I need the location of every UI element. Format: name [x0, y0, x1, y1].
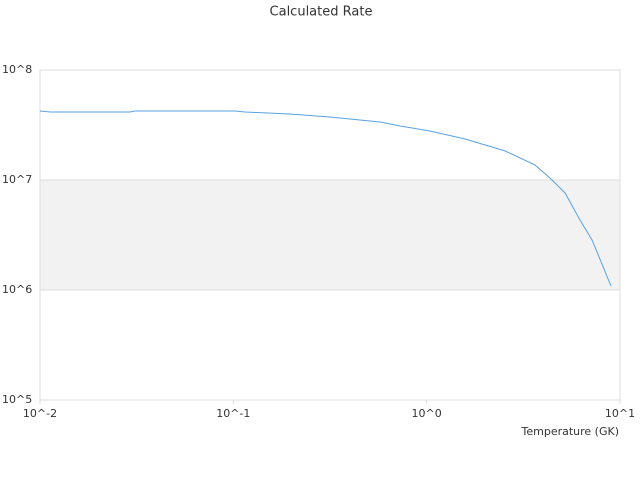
data-line	[39, 110, 612, 287]
y-tick-label: 10^5	[2, 393, 32, 406]
x-tick-label: 10^1	[605, 407, 635, 420]
y-tick-label: 10^8	[2, 63, 32, 76]
x-axis-label: Temperature (GK)	[521, 425, 620, 438]
plot-band	[40, 180, 620, 290]
chart-title: Calculated Rate	[270, 5, 373, 20]
y-tick-label: 10^6	[2, 283, 32, 296]
x-tick-label: 10^-2	[23, 407, 57, 420]
x-tick-label: 10^-1	[216, 407, 250, 420]
x-tick-label: 10^0	[412, 407, 442, 420]
y-tick-label: 10^7	[2, 173, 32, 186]
